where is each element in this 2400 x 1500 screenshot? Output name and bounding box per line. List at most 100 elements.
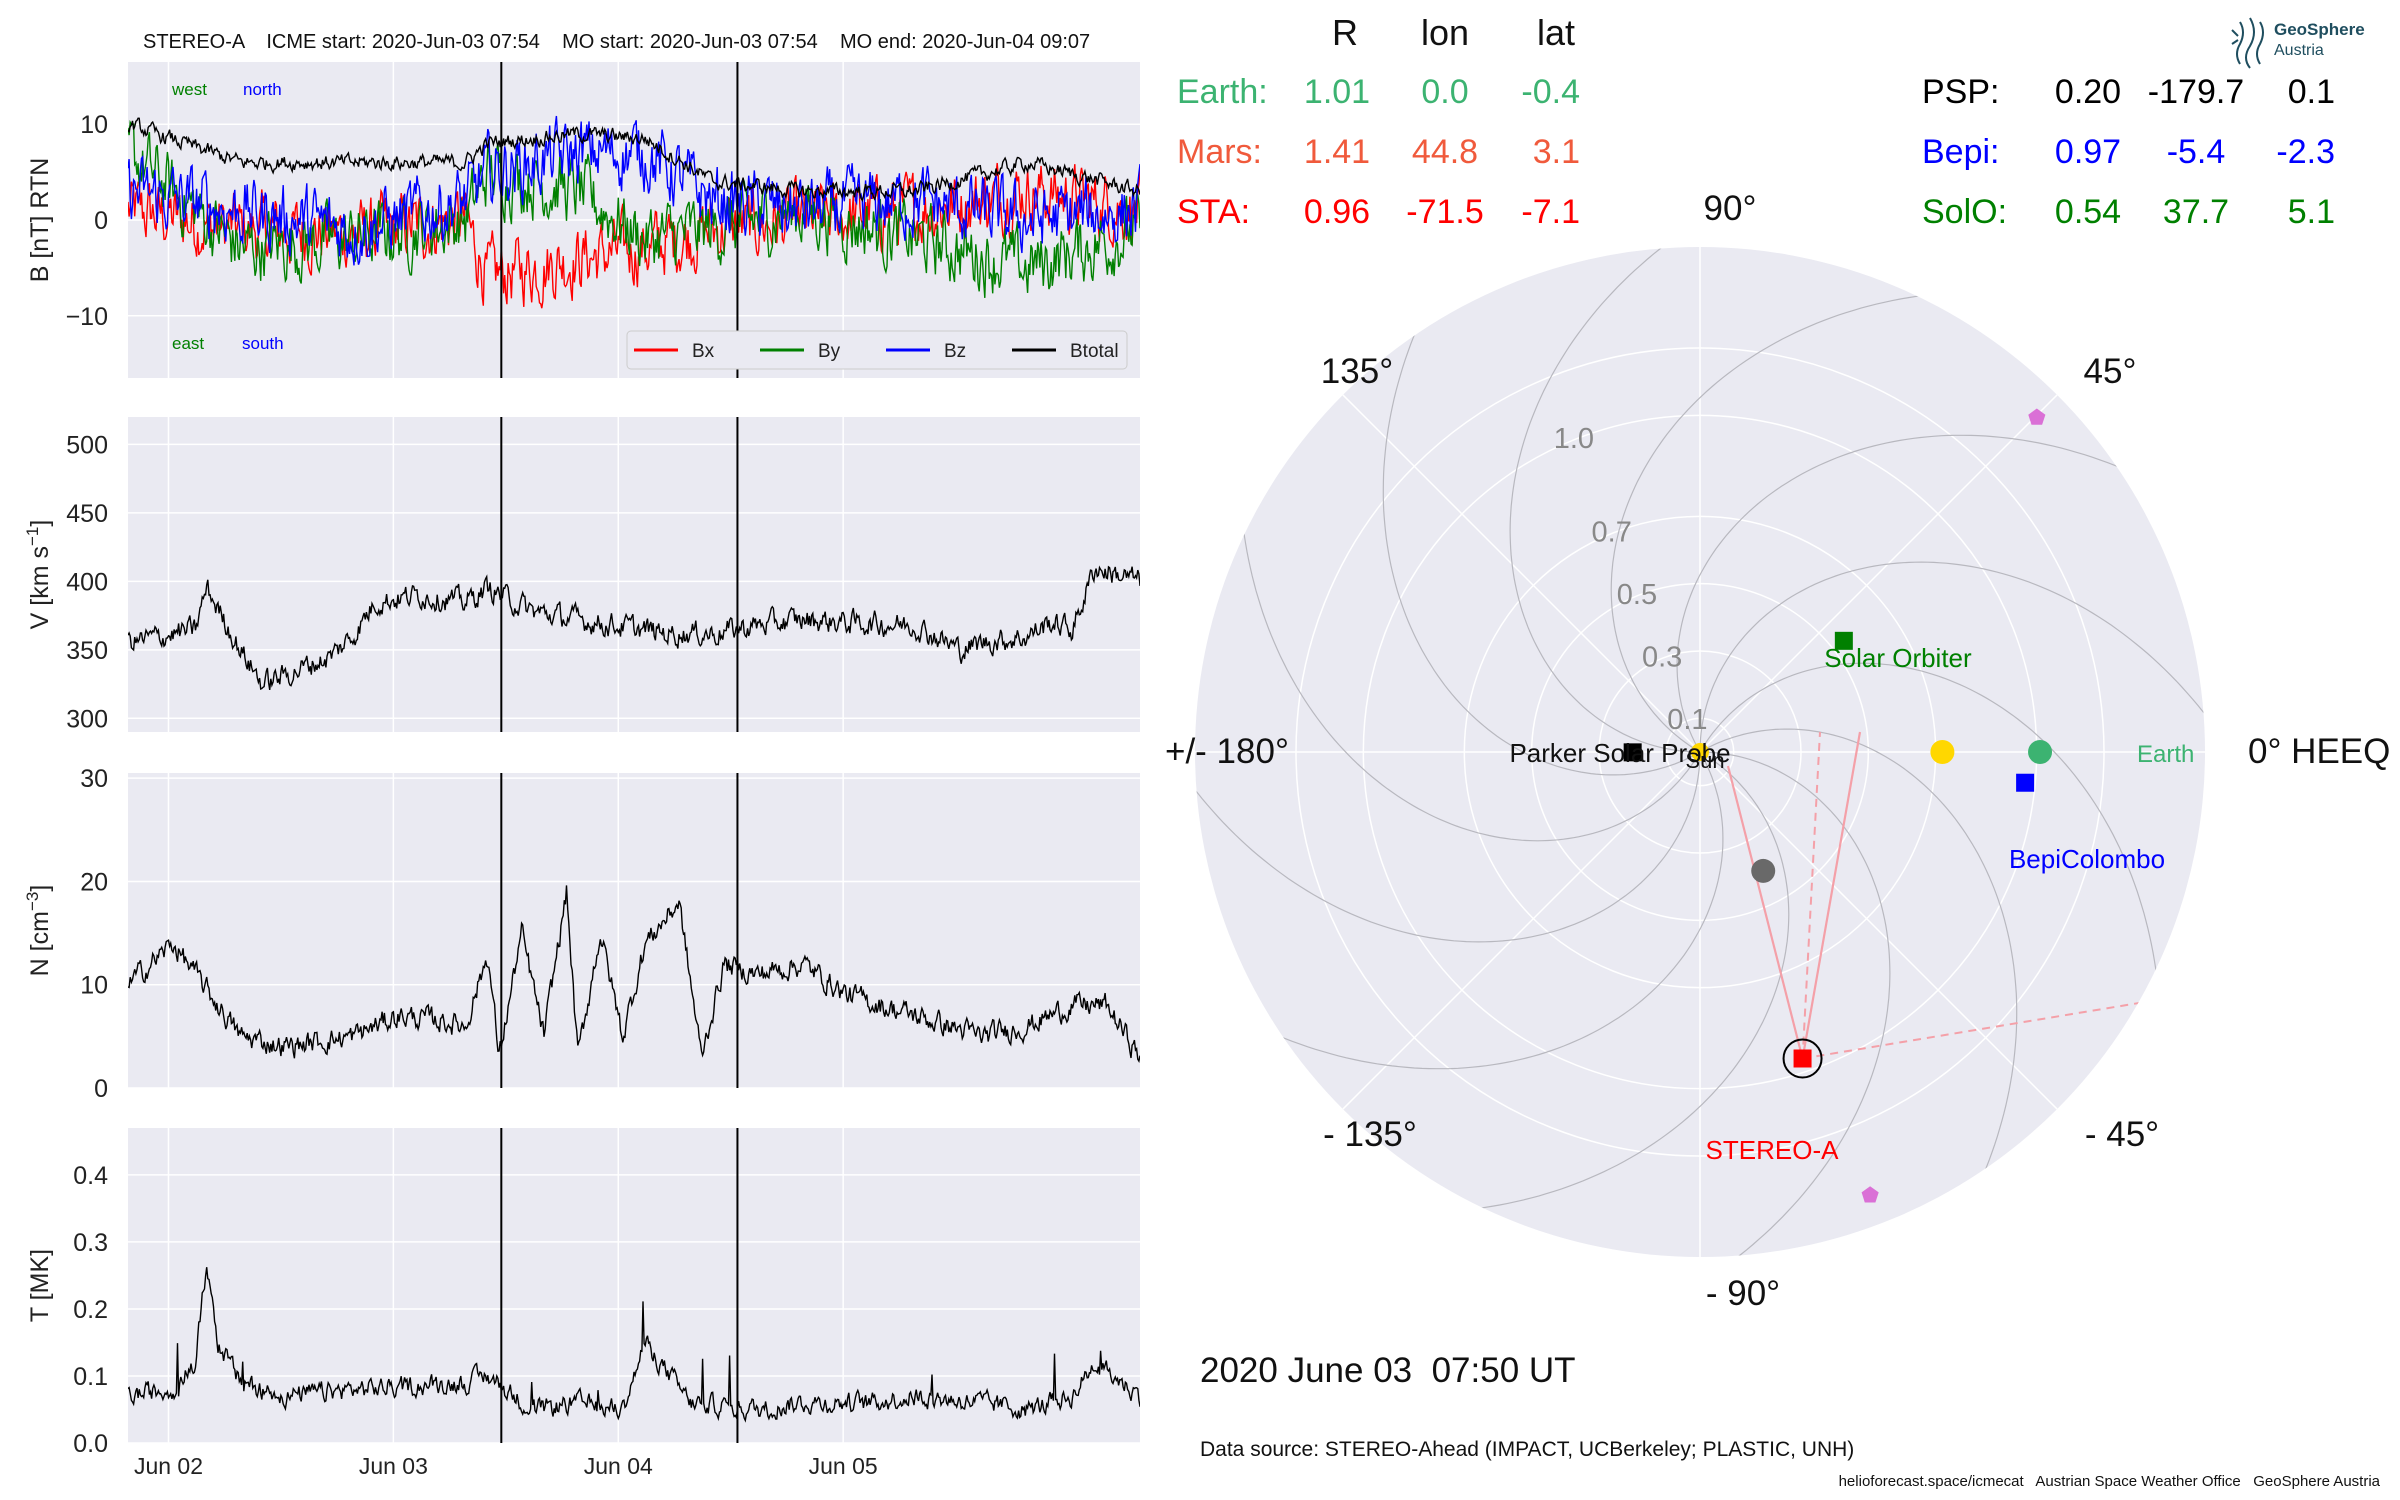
logo-line1: GeoSphere [2274,20,2365,39]
polar-plot: 0.1 0.3 0.5 0.7 1.0 0° HEEQ 45° 90° 135° +/- 180°… [1165,189,2390,1313]
y-tick-label: 10 [80,111,108,139]
label-east: east [172,334,204,353]
angle-label-am135: - 135° [1323,1115,1417,1154]
point-label-solar-orbiter: Solar Orbiter [1824,643,1972,673]
row-r: 0.97 [2055,133,2121,171]
sta-line-dashed-a [1801,731,1821,1059]
angular-grid-line [1342,394,1701,753]
parker-spiral-line [1699,662,2162,1064]
legend-label-by: By [818,341,841,362]
series-line-v [128,565,1140,691]
y-axis-label: N [cm−3] [23,885,54,977]
angular-grid-line [1342,751,1701,1110]
legend: Bx By Bz Btotal [626,330,1128,370]
series-group [128,885,1140,1063]
row-lat: 3.1 [1533,133,1580,171]
marker-earth [2028,740,2053,764]
y-tick-label: 30 [80,765,108,793]
panel-speed: 500 450 400 350 300 V [km s−1] [23,417,1140,733]
sta-line-solid-b [1801,731,1862,1059]
point-label-parker-solar-probe: Parker Solar Probe [1509,738,1730,768]
parker-spiral-line [1388,751,1790,1214]
col-header-r: R [1332,12,1358,53]
y-tick-label: 20 [80,868,108,896]
label-north: north [243,80,282,99]
series-line-bz [128,115,1140,266]
y-axis-label: V [km s−1] [23,520,54,630]
row-r: 1.01 [1304,73,1370,111]
panel-background [128,417,1140,732]
parker-spiral-line [1238,440,1701,842]
label-west: west [171,80,207,99]
series-group [128,115,1140,309]
marker-parker-solar-probe [1623,743,1642,762]
data-source: Data source: STEREO-Ahead (IMPACT, UCBer… [1200,1438,1854,1461]
col-header-lat: lat [1537,12,1575,53]
angular-grid-line [1699,751,2058,1110]
marker-sun [1691,743,1709,761]
legend-label-bx: Bx [692,341,715,362]
row-lon: -5.4 [2167,133,2226,171]
series-line-by [128,119,1140,298]
y-tick-label: 0.4 [73,1162,108,1190]
row-lon: 37.7 [2163,193,2229,231]
label-south: south [242,334,284,353]
angle-label-a180: +/- 180° [1165,732,1289,771]
col-header-lon: lon [1421,12,1469,53]
marker-mercury [1751,858,1776,883]
x-tick-label: Jun 04 [584,1453,653,1479]
marker-solar-orbiter [1834,631,1853,650]
legend-label-btotal: Btotal [1070,341,1119,362]
y-tick-label: 0 [94,207,108,235]
panel-background [128,1128,1140,1443]
y-tick-label: −10 [66,303,108,331]
logo-mark-icon [2231,17,2264,69]
plot-date: 2020 June 03 07:50 UT [1200,1351,1576,1390]
x-tick-label: Jun 02 [134,1453,203,1479]
point-label-stereo-a: STEREO-A [1706,1135,1840,1165]
marker-mars [2028,408,2046,425]
marker-venus [1930,740,1955,764]
row-lat: -2.3 [2276,133,2335,171]
row-lat: 0.1 [2288,73,2335,111]
radial-tick-label: 0.3 [1642,641,1682,673]
row-lon: -179.7 [2148,73,2244,111]
parker-spiral-line [1699,561,2205,792]
angle-label-a45: 45° [2084,352,2137,391]
y-tick-label: 400 [66,568,108,596]
parker-spiral-line [1699,728,2018,1252]
panel-density: 30 20 10 0 N [cm−3] [23,765,1140,1103]
angle-label-a0: 0° HEEQ [2248,732,2390,771]
sta-line-solid-a [1726,765,1804,1059]
parker-spiral-line [1509,247,1740,753]
event-title: STEREO-A ICME start: 2020-Jun-03 07:54 M… [143,31,1090,53]
credits: helioforecast.space/icmecat Austrian Spa… [1839,1473,2381,1490]
row-lon: 0.0 [1421,73,1468,111]
row-name: Bepi: [1922,133,2000,171]
angle-label-am90: - 90° [1706,1274,1780,1313]
marker-stereo-a [1793,1049,1812,1068]
panel-temperature: 0.4 0.3 0.2 0.1 0.0 T [MK] [26,1128,1140,1458]
y-tick-label: 350 [66,637,108,665]
radial-tick-label: 0.5 [1617,579,1657,611]
angular-grid-line [1699,394,2058,753]
radial-tick-label: 0.7 [1592,516,1632,548]
row-name: Mars: [1177,133,1262,171]
y-tick-label: 450 [66,500,108,528]
angle-label-am45: - 45° [2085,1115,2159,1154]
radial-tick-label: 0.1 [1667,704,1707,736]
row-lon: 44.8 [1412,133,1478,171]
parker-spiral-line [1382,252,1701,776]
angle-label-a90: 90° [1704,189,1757,228]
y-tick-label: 0 [94,1075,108,1103]
point-label-sun: Sun [1685,748,1724,773]
row-name: SolO: [1922,193,2007,231]
y-axis-label: B [nT] RTN [26,158,54,283]
series-line-btotal [128,117,1140,203]
y-tick-label: 0.1 [73,1363,108,1391]
row-lon: -71.5 [1406,193,1484,231]
parker-spiral-line [1610,290,2012,753]
